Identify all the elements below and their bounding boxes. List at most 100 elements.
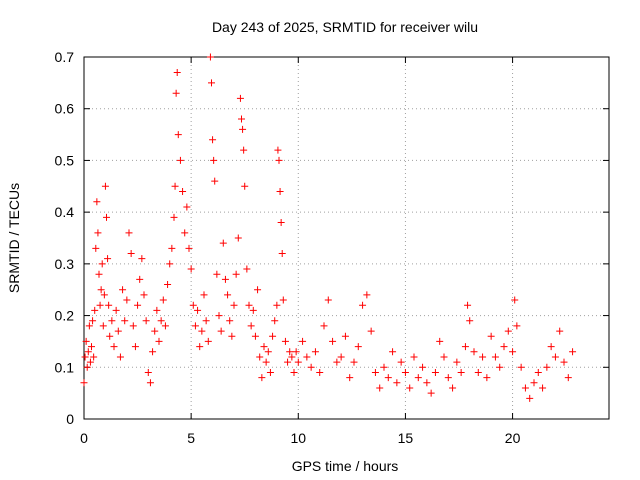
data-point [194, 306, 202, 314]
data-point [105, 301, 113, 309]
data-point [279, 296, 287, 304]
data-point [98, 260, 106, 268]
data-point [431, 368, 439, 376]
data-point [86, 358, 94, 366]
grid-lines [84, 57, 609, 419]
data-point [517, 363, 525, 371]
data-point [290, 368, 298, 376]
data-point [311, 348, 319, 356]
data-point [556, 327, 564, 335]
data-point [333, 358, 341, 366]
data-point [155, 337, 163, 345]
data-point [249, 306, 257, 314]
data-point [299, 337, 307, 345]
data-point [530, 379, 538, 387]
data-point [149, 348, 157, 356]
data-point [278, 250, 286, 258]
data-point [277, 218, 285, 226]
data-point [292, 348, 300, 356]
data-point [159, 296, 167, 304]
data-point [146, 379, 154, 387]
data-point [241, 182, 249, 190]
data-point [273, 301, 281, 309]
data-point [371, 368, 379, 376]
data-point [483, 374, 491, 382]
data-point [423, 379, 431, 387]
data-point [161, 322, 169, 330]
data-point [491, 353, 499, 361]
data-point [354, 343, 362, 351]
data-point [226, 317, 234, 325]
data-point [100, 291, 108, 299]
data-point [444, 374, 452, 382]
data-point [389, 348, 397, 356]
data-point [92, 244, 100, 252]
data-point [189, 301, 197, 309]
data-point [560, 358, 568, 366]
data-point [513, 322, 521, 330]
data-point [288, 353, 296, 361]
data-point [511, 296, 519, 304]
data-point [104, 255, 112, 263]
data-point [245, 301, 253, 309]
data-point [236, 94, 244, 102]
data-point [274, 146, 282, 154]
data-point [151, 327, 159, 335]
data-point [367, 327, 375, 335]
data-point [286, 348, 294, 356]
data-point [406, 384, 414, 392]
y-tick-label: 0.7 [55, 49, 75, 65]
data-point [138, 255, 146, 263]
data-point [547, 343, 555, 351]
data-point [500, 343, 508, 351]
y-tick-label: 0.5 [55, 152, 75, 168]
data-point [461, 343, 469, 351]
data-point [449, 384, 457, 392]
data-point [359, 301, 367, 309]
data-point [144, 368, 152, 376]
data-point [179, 187, 187, 195]
data-point [134, 301, 142, 309]
x-tick-label: 15 [398, 430, 414, 446]
data-point [82, 337, 90, 345]
data-point [204, 337, 212, 345]
axis-ticks: 0 0.1 0.2 0.3 0.4 0.5 0.6 0.7 0 5 10 15 20 [55, 49, 609, 446]
chart-title: Day 243 of 2025, SRMTID for receiver wil… [212, 19, 478, 35]
data-point [243, 265, 251, 273]
data-point [521, 384, 529, 392]
data-point [99, 322, 107, 330]
y-tick-label: 0.1 [55, 359, 75, 375]
y-tick-label: 0 [66, 411, 74, 427]
data-point [436, 337, 444, 345]
data-point [234, 234, 242, 242]
data-point [474, 368, 482, 376]
data-point [457, 368, 465, 376]
x-axis-label: GPS time / hours [292, 458, 399, 474]
data-point [504, 327, 512, 335]
data-point [164, 281, 172, 289]
data-point [254, 286, 262, 294]
data-point [397, 358, 405, 366]
data-point [316, 368, 324, 376]
data-point [224, 291, 232, 299]
data-point [269, 332, 277, 340]
data-point [213, 270, 221, 278]
data-point [198, 327, 206, 335]
data-point [228, 332, 236, 340]
data-point [479, 353, 487, 361]
data-point [251, 332, 259, 340]
data-point [440, 353, 448, 361]
data-point [123, 296, 131, 304]
data-point [90, 353, 98, 361]
data-point [187, 265, 195, 273]
data-point [453, 358, 461, 366]
data-point [206, 53, 214, 61]
data-point [136, 275, 144, 283]
data-point [341, 332, 349, 340]
data-point [81, 353, 89, 361]
data-point [221, 275, 229, 283]
data-point [172, 89, 180, 97]
data-point [564, 374, 572, 382]
data-point [125, 229, 133, 237]
data-point [240, 146, 248, 154]
